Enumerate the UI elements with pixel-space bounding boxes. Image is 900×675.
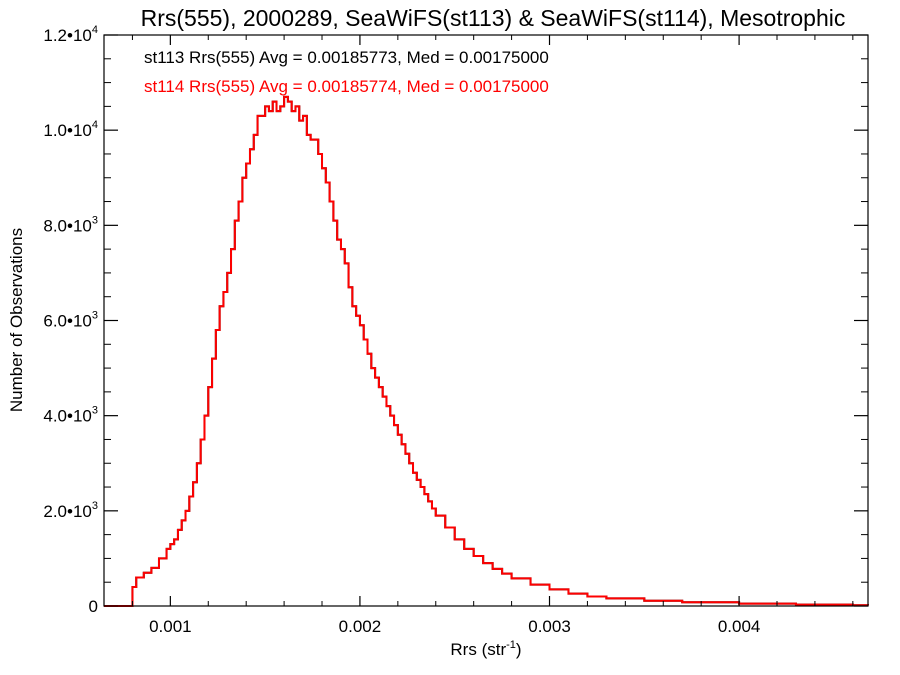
series-line-1 xyxy=(104,95,869,607)
y-tick-label-mantissa: 6.0•10 xyxy=(43,312,92,331)
y-tick-label-exponent: 4 xyxy=(92,24,98,36)
x-axis-label: Rrs (str-1) xyxy=(450,639,521,659)
annotation-st114-stats: st114 Rrs(555) Avg = 0.00185774, Med = 0… xyxy=(144,77,549,96)
y-tick-label: 2.0•103 xyxy=(43,500,98,521)
y-tick-label: 1.0•104 xyxy=(43,119,98,140)
x-axis-label-exponent: -1 xyxy=(506,639,516,651)
y-tick-label-exponent: 3 xyxy=(92,310,98,322)
y-tick-label: 4.0•103 xyxy=(43,405,98,426)
x-axis-label-text: Rrs (str xyxy=(450,640,506,659)
x-axis-ticks: 0.001 0.002 0.003 0.004 xyxy=(131,35,854,636)
y-tick-label-exponent: 3 xyxy=(92,214,98,226)
y-tick-label-mantissa: 1.2•10 xyxy=(43,26,92,45)
y-tick-label-exponent: 3 xyxy=(92,405,98,417)
y-tick-label: 1.2•104 xyxy=(43,24,98,45)
y-tick-label-mantissa: 4.0•10 xyxy=(43,407,92,426)
y-tick-label-mantissa: 0 xyxy=(89,597,98,616)
y-tick-label-mantissa: 8.0•10 xyxy=(43,216,92,235)
y-axis-label: Number of Observations xyxy=(7,228,26,412)
y-tick-label-exponent: 4 xyxy=(92,119,98,131)
series-layer xyxy=(104,95,869,607)
annotation-st113-stats: st113 Rrs(555) Avg = 0.00185773, Med = 0… xyxy=(144,48,549,67)
y-tick-label-exponent: 3 xyxy=(92,500,98,512)
series-line-2 xyxy=(104,95,869,607)
plot-frame xyxy=(103,34,869,607)
x-tick-label: 0.001 xyxy=(149,617,192,636)
x-tick-label: 0.002 xyxy=(339,617,382,636)
y-tick-label: 6.0•103 xyxy=(43,310,98,331)
chart-title: Rrs(555), 2000289, SeaWiFS(st113) & SeaW… xyxy=(141,5,846,31)
y-tick-label: 0 xyxy=(89,597,98,616)
y-tick-label: 8.0•103 xyxy=(43,214,98,235)
x-tick-label: 0.004 xyxy=(718,617,761,636)
y-tick-label-mantissa: 2.0•10 xyxy=(43,502,92,521)
x-tick-label: 0.003 xyxy=(528,617,571,636)
y-tick-label-mantissa: 1.0•10 xyxy=(43,121,92,140)
x-axis-label-close: ) xyxy=(516,640,522,659)
y-axis-ticks: 02.0•1034.0•1036.0•1038.0•1031.0•1041.2•… xyxy=(43,24,868,616)
